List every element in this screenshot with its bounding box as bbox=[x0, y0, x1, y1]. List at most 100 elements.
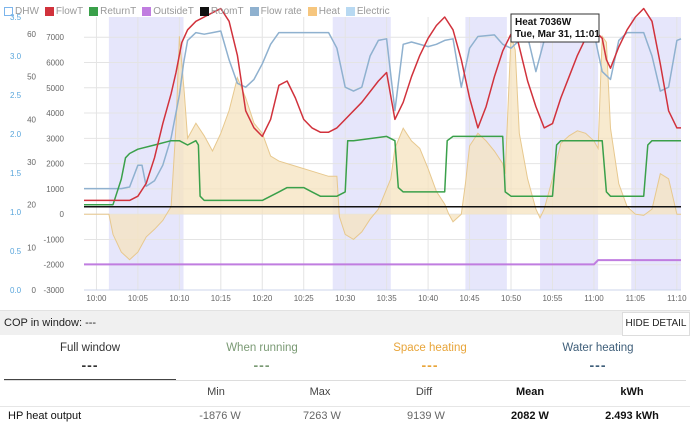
cell-mean: 2082 W bbox=[511, 410, 549, 422]
summary-title: Water heating bbox=[562, 342, 634, 354]
legend-swatch bbox=[345, 7, 355, 16]
dhw-band bbox=[332, 17, 391, 290]
legend-item-heat[interactable]: Heat bbox=[307, 6, 340, 17]
legend-label: RoomT bbox=[210, 6, 244, 17]
col-header-max: Max bbox=[309, 386, 331, 398]
x-tick-label: 10:05 bbox=[128, 294, 149, 303]
series-heat-line bbox=[84, 34, 681, 261]
y-tick-label: 2000 bbox=[46, 160, 64, 169]
summary-value: --- bbox=[589, 357, 607, 373]
x-tick-label: 10:40 bbox=[418, 294, 439, 303]
legend-label: FlowT bbox=[55, 6, 84, 17]
legend-label: DHW bbox=[15, 6, 39, 17]
y-tick-label: 2.0 bbox=[10, 130, 22, 139]
y-tick-label: 0.0 bbox=[10, 286, 22, 295]
summary-full-window[interactable]: Full window --- bbox=[4, 342, 176, 373]
x-tick-label: 10:45 bbox=[460, 294, 481, 303]
legend-item-returnt[interactable]: ReturnT bbox=[89, 6, 136, 17]
legend-label: Flow rate bbox=[260, 6, 302, 17]
legend-label: ReturnT bbox=[100, 6, 137, 17]
y-tick-label: 3000 bbox=[46, 134, 64, 143]
summary-space-heating[interactable]: Space heating --- bbox=[344, 342, 516, 373]
x-tick-label: 11:00 bbox=[584, 294, 604, 303]
y-tick-label: 6000 bbox=[46, 59, 64, 68]
x-tick-label: 10:25 bbox=[294, 294, 315, 303]
y-tick-label: 5000 bbox=[46, 84, 64, 93]
x-tick-label: 10:55 bbox=[542, 294, 563, 303]
col-header-kwh: kWh bbox=[620, 386, 644, 398]
hide-detail-button[interactable]: HIDE DETAIL bbox=[622, 312, 690, 336]
legend-label: Heat bbox=[318, 6, 340, 17]
chart-svg[interactable]: 0.0 0.5 1.0 1.5 2.0 2.5 3.0 3.5 0 10 20 30 40 50 60 -30… bbox=[0, 0, 690, 308]
legend-item-dhw[interactable]: DHW bbox=[4, 6, 39, 17]
y-tick-label: 20 bbox=[27, 201, 36, 210]
legend-item-outsidet[interactable]: OutsideT bbox=[142, 6, 194, 17]
y-tick-label: -2000 bbox=[44, 261, 65, 270]
x-tick-label: 11:05 bbox=[626, 294, 646, 303]
col-header-diff: Diff bbox=[415, 386, 433, 398]
y-tick-label: 50 bbox=[27, 73, 36, 82]
legend-label: Electric bbox=[356, 6, 390, 17]
summary-water-heating[interactable]: Water heating --- bbox=[512, 342, 684, 373]
x-tick-label: 10:10 bbox=[169, 294, 190, 303]
y-tick-label: 3.5 bbox=[10, 13, 22, 22]
y-tick-label: 30 bbox=[27, 158, 36, 167]
summary-value: --- bbox=[81, 357, 99, 373]
series-returnt-line bbox=[84, 135, 681, 206]
cop-in-window-label: COP in window: --- bbox=[4, 317, 97, 329]
summary-value: --- bbox=[253, 357, 271, 373]
history-chart[interactable]: 0.0 0.5 1.0 1.5 2.0 2.5 3.0 3.5 0 10 20 30 40 50 60 -30… bbox=[0, 0, 690, 308]
y-tick-label: 0 bbox=[32, 286, 37, 295]
x-tick-label: 11:10 bbox=[667, 294, 687, 303]
cell-min: -1876 W bbox=[199, 410, 241, 422]
x-tick-label: 10:35 bbox=[377, 294, 398, 303]
y-tick-label: 4000 bbox=[46, 109, 64, 118]
legend-item-flow-rate[interactable]: Flow rate bbox=[249, 6, 302, 17]
x-tick-label: 10:00 bbox=[86, 294, 107, 303]
tooltip-box bbox=[510, 13, 600, 43]
cell-kwh: 2.493 kWh bbox=[605, 410, 659, 422]
y-tick-label: 0 bbox=[60, 210, 65, 219]
legend-item-roomt[interactable]: RoomT bbox=[199, 6, 244, 17]
cop-bar: COP in window: --- HIDE DETAIL bbox=[0, 310, 690, 336]
col-header-mean: Mean bbox=[515, 386, 545, 398]
legend-item-flowt[interactable]: FlowT bbox=[44, 6, 84, 17]
legend-swatch bbox=[142, 7, 152, 16]
chart-legend: DHW FlowT ReturnT OutsideT RoomT Flow rate Hea… bbox=[4, 6, 390, 17]
legend-swatch bbox=[249, 7, 259, 16]
y-tick-label: 40 bbox=[27, 115, 36, 124]
legend-swatch bbox=[307, 7, 317, 16]
table-row-divider bbox=[0, 406, 690, 407]
x-tick-label: 10:50 bbox=[501, 294, 522, 303]
y-tick-label: 1.5 bbox=[10, 169, 22, 178]
y-tick-label: 2.5 bbox=[10, 91, 22, 100]
summary-title: When running bbox=[226, 342, 298, 354]
legend-label: OutsideT bbox=[153, 6, 194, 17]
y-tick-label: 1000 bbox=[46, 185, 64, 194]
series-outsidet-line bbox=[84, 259, 681, 266]
summary-title: Space heating bbox=[393, 342, 467, 354]
row-label: HP heat output bbox=[8, 410, 82, 422]
tooltip-line1: Heat 7036W bbox=[515, 17, 572, 28]
active-summary-underline bbox=[4, 379, 176, 380]
cell-max: 7263 W bbox=[303, 410, 341, 422]
legend-swatch bbox=[44, 7, 54, 16]
series-heat-area bbox=[84, 36, 681, 260]
x-tick-label: 10:15 bbox=[211, 294, 232, 303]
y-tick-label: 1.0 bbox=[10, 208, 22, 217]
col-header-min: Min bbox=[207, 386, 225, 398]
y-tick-label: 10 bbox=[27, 243, 36, 252]
tooltip-line2: Tue, Mar 31, 11:01 bbox=[515, 29, 600, 40]
y-tick-label: 0.5 bbox=[10, 247, 22, 256]
x-tick-label: 10:30 bbox=[335, 294, 356, 303]
y-tick-label: 7000 bbox=[46, 33, 64, 42]
y-tick-label: -3000 bbox=[44, 286, 65, 295]
legend-item-electric[interactable]: Electric bbox=[345, 6, 390, 17]
summary-divider bbox=[4, 380, 686, 381]
summary-when-running[interactable]: When running --- bbox=[176, 342, 348, 373]
legend-swatch bbox=[4, 7, 13, 16]
y-tick-label: -1000 bbox=[44, 235, 65, 244]
summary-title: Full window bbox=[59, 342, 121, 354]
summary-value: --- bbox=[421, 357, 439, 373]
